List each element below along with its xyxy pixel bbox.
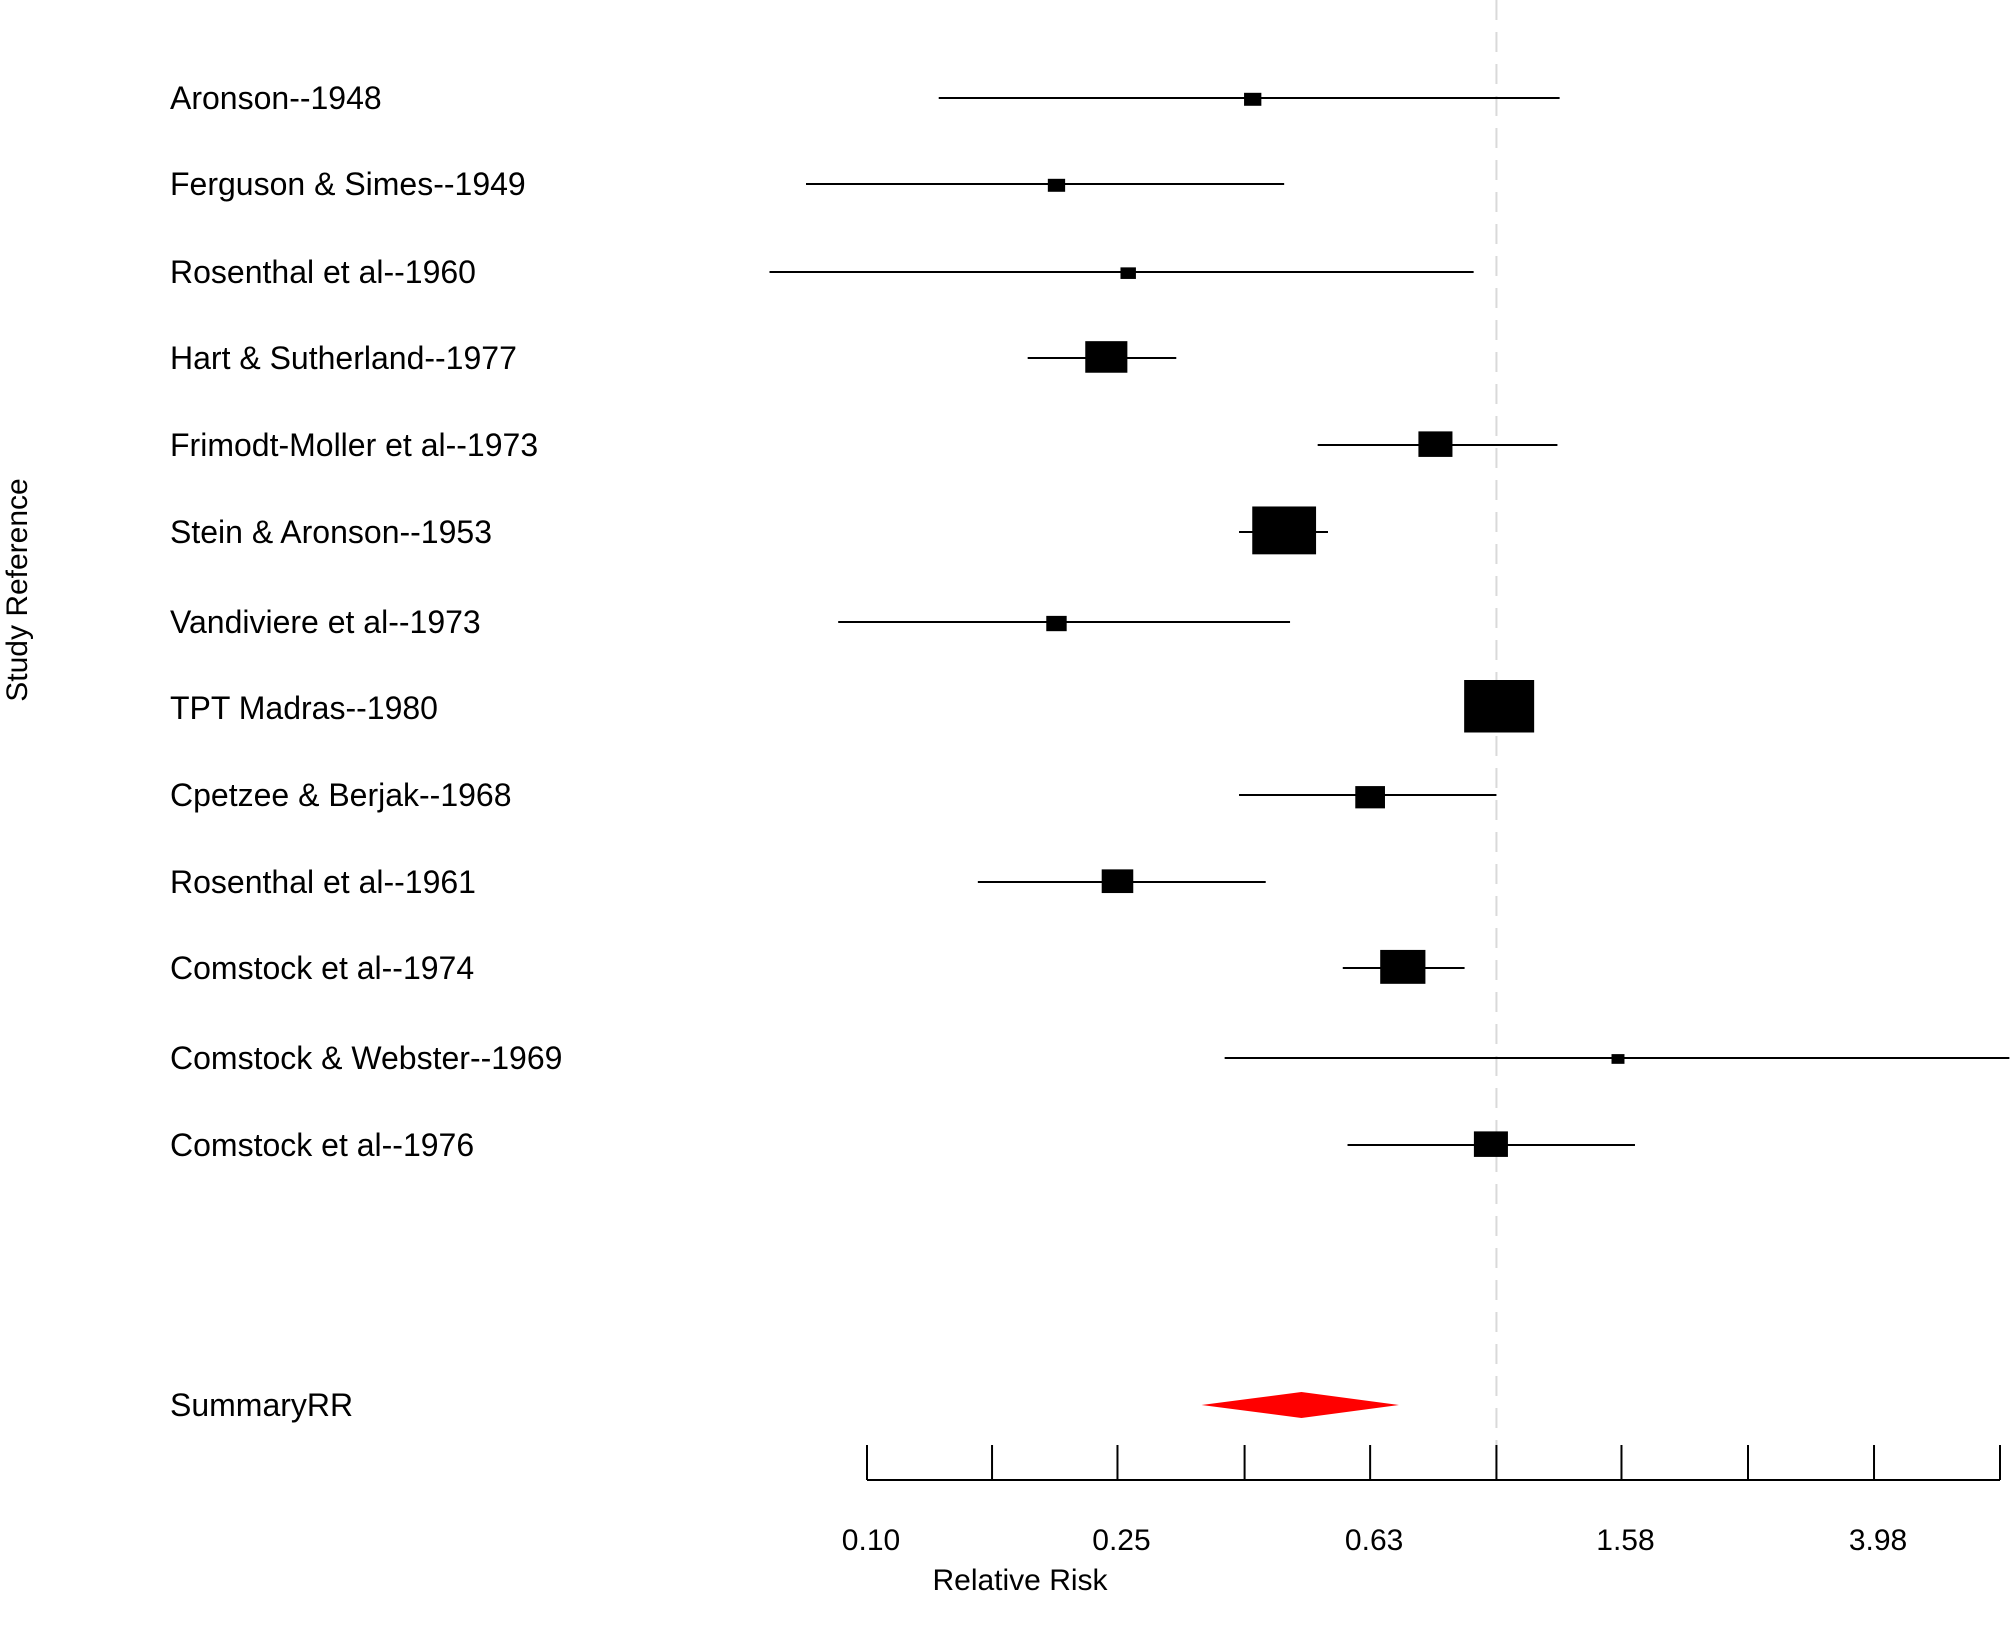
study-row: Frimodt-Moller et al--1973 — [170, 427, 1558, 463]
x-tick-label: 0.25 — [1092, 1524, 1150, 1557]
study-row: Rosenthal et al--1961 — [170, 864, 1266, 900]
x-tick-label: 0.63 — [1345, 1524, 1403, 1557]
point-estimate — [1464, 680, 1535, 733]
study-row: Hart & Sutherland--1977 — [170, 340, 1177, 376]
summary-row: SummaryRR — [170, 1387, 1399, 1423]
study-rows: Aronson--1948 Ferguson & Simes--1949 Rosen… — [170, 80, 2010, 1163]
x-axis: 0.10 0.25 0.63 1.58 3.98 — [842, 1445, 2001, 1557]
x-axis-title: Relative Risk — [932, 1564, 1108, 1597]
study-row: Aronson--1948 — [170, 80, 1560, 116]
point-estimate — [1101, 869, 1134, 894]
study-label: TPT Madras--1980 — [170, 690, 438, 726]
study-label: Vandiviere et al--1973 — [170, 604, 481, 640]
x-tick-label: 1.58 — [1596, 1524, 1654, 1557]
study-label: Ferguson & Simes--1949 — [170, 166, 526, 202]
point-estimate — [1473, 1131, 1508, 1157]
study-row: Ferguson & Simes--1949 — [170, 166, 1285, 202]
study-label: Comstock & Webster--1969 — [170, 1040, 562, 1076]
study-row: Comstock & Webster--1969 — [170, 1040, 2010, 1076]
study-label: Comstock et al--1974 — [170, 950, 474, 986]
point-estimate — [1252, 506, 1317, 555]
point-estimate — [1380, 949, 1426, 984]
study-label: Stein & Aronson--1953 — [170, 514, 492, 550]
study-label: Comstock et al--1976 — [170, 1127, 474, 1163]
y-axis-title: Study Reference — [1, 478, 34, 701]
study-label: Aronson--1948 — [170, 80, 382, 116]
summary-label: SummaryRR — [170, 1387, 353, 1423]
study-row: Cpetzee & Berjak--1968 — [170, 777, 1497, 813]
point-estimate — [1418, 431, 1453, 457]
study-row: Rosenthal et al--1960 — [170, 254, 1474, 290]
study-label: Rosenthal et al--1961 — [170, 864, 476, 900]
summary-diamond — [1201, 1392, 1399, 1418]
study-label: Frimodt-Moller et al--1973 — [170, 427, 538, 463]
study-label: Hart & Sutherland--1977 — [170, 340, 517, 376]
study-row: TPT Madras--1980 — [170, 680, 1535, 733]
study-row: Comstock et al--1976 — [170, 1127, 1635, 1163]
point-estimate — [1046, 615, 1067, 632]
study-row: Vandiviere et al--1973 — [170, 604, 1291, 640]
x-tick-label: 0.10 — [842, 1524, 900, 1557]
study-label: Cpetzee & Berjak--1968 — [170, 777, 512, 813]
point-estimate — [1355, 786, 1385, 809]
point-estimate — [1611, 1054, 1625, 1064]
point-estimate — [1047, 178, 1066, 192]
point-estimate — [1244, 92, 1262, 106]
point-estimate — [1085, 341, 1128, 373]
study-label: Rosenthal et al--1960 — [170, 254, 476, 290]
study-row: Stein & Aronson--1953 — [170, 506, 1328, 555]
study-row: Comstock et al--1974 — [170, 949, 1465, 986]
point-estimate — [1120, 267, 1136, 279]
x-tick-label: 3.98 — [1849, 1524, 1907, 1557]
